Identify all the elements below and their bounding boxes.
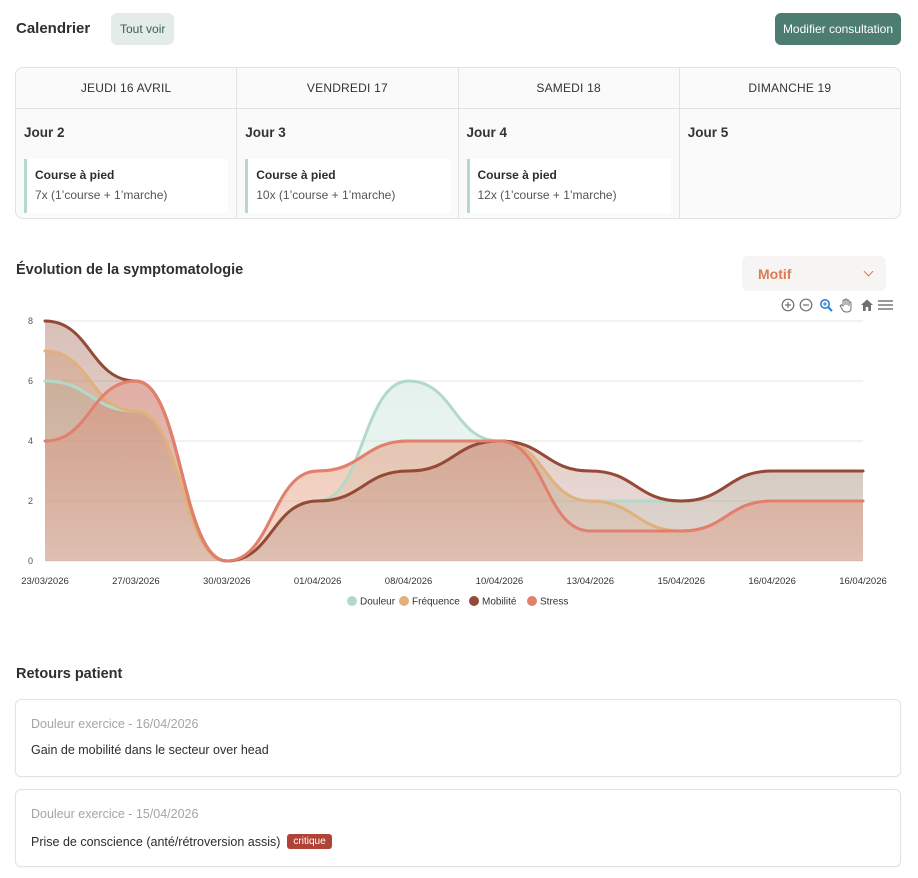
zoom-selection-icon[interactable] <box>818 297 834 313</box>
feedback-date: Douleur exercice - 16/04/2026 <box>31 717 199 731</box>
session-card[interactable]: Course à pied 12x (1’course + 1’marche) <box>466 159 671 213</box>
session-title: Course à pied <box>35 168 115 182</box>
legend-label: Stress <box>540 597 568 608</box>
legend-marker <box>399 596 409 606</box>
chevron-down-icon <box>863 266 874 277</box>
legend-label: Mobilité <box>482 597 517 608</box>
session-title: Course à pied <box>256 168 336 182</box>
symptoms-title: Évolution de la symptomatologie <box>16 262 244 278</box>
feedback-text: Gain de mobilité dans le secteur over he… <box>31 743 269 757</box>
feedback-title: Retours patient <box>16 666 123 682</box>
day-header: VENDREDI 17 <box>237 68 458 109</box>
y-tick-label: 6 <box>28 376 33 386</box>
series-line <box>43 379 865 563</box>
pan-hand-icon[interactable] <box>838 297 854 313</box>
zoom-in-icon[interactable] <box>780 297 796 313</box>
y-tick-label: 8 <box>28 316 33 326</box>
symptoms-chart: 0 2 4 6 8 23/03/2026 27/03/2026 30/03/2026 01/04… <box>21 316 887 608</box>
feedback-card[interactable]: Douleur exercice - 16/04/2026 Gain de mo… <box>15 699 901 777</box>
session-detail: 10x (1’course + 1’marche) <box>256 188 396 202</box>
day-label: Jour 3 <box>245 125 286 140</box>
see-all-button[interactable]: Tout voir <box>111 13 175 45</box>
day-column[interactable]: VENDREDI 17 Jour 3 Course à pied 10x (1’… <box>237 68 459 218</box>
x-tick-label: 30/03/2026 <box>203 576 251 587</box>
x-tick-label: 08/04/2026 <box>385 576 433 587</box>
day-header: SAMEDI 18 <box>458 68 679 109</box>
legend-marker <box>469 596 479 606</box>
day-column[interactable]: DIMANCHE 19 Jour 5 <box>679 68 900 218</box>
day-column[interactable]: SAMEDI 18 Jour 4 Course à pied 12x (1’co… <box>458 68 680 218</box>
calendar-header: Calendrier Tout voir Modifier consultati… <box>15 13 901 45</box>
x-tick-label: 10/04/2026 <box>476 576 524 587</box>
day-label: Jour 5 <box>687 125 729 140</box>
session-title: Course à pied <box>477 168 557 182</box>
x-tick-label: 13/04/2026 <box>567 576 615 587</box>
x-tick-label: 01/04/2026 <box>294 576 342 587</box>
x-tick-label: 23/03/2026 <box>21 576 69 587</box>
chart-toolbar <box>780 297 895 315</box>
session-card[interactable]: Course à pied 10x (1’course + 1’marche) <box>245 159 450 213</box>
feedback-card[interactable]: Douleur exercice - 15/04/2026 Prise de c… <box>15 789 901 867</box>
legend-label: Douleur <box>360 597 396 608</box>
y-tick-label: 0 <box>28 556 33 566</box>
day-column[interactable]: JEUDI 16 AVRIL Jour 2 Course à pied 7x (… <box>16 68 238 218</box>
page-title: Calendrier <box>16 20 91 37</box>
x-tick-label: 16/04/2026 <box>839 576 887 587</box>
day-label: Jour 4 <box>466 125 508 140</box>
legend-marker <box>347 596 357 606</box>
y-tick-label: 2 <box>28 496 33 506</box>
feedback-text: Prise de conscience (anté/rétroversion a… <box>31 834 281 849</box>
feedback-text-row: Prise de conscience (anté/rétroversion a… <box>31 834 332 849</box>
zoom-out-icon[interactable] <box>798 297 814 313</box>
session-detail: 12x (1’course + 1’marche) <box>477 188 617 202</box>
calendar-grid: JEUDI 16 AVRIL Jour 2 Course à pied 7x (… <box>15 67 901 219</box>
day-label: Jour 2 <box>24 125 65 140</box>
x-tick-label: 27/03/2026 <box>112 576 160 587</box>
session-detail: 7x (1’course + 1’marche) <box>35 188 168 202</box>
reset-home-icon[interactable] <box>859 297 875 313</box>
y-tick-label: 4 <box>28 436 33 446</box>
series-area <box>45 381 863 561</box>
legend-marker <box>527 596 537 606</box>
x-tick-label: 16/04/2026 <box>748 576 796 587</box>
edit-consultation-button[interactable]: Modifier consultation <box>774 13 901 45</box>
critical-badge: critique <box>287 834 332 849</box>
legend-label: Fréquence <box>412 597 460 608</box>
day-header: DIMANCHE 19 <box>679 68 900 109</box>
session-card[interactable]: Course à pied 7x (1’course + 1’marche) <box>24 159 229 213</box>
x-tick-label: 15/04/2026 <box>657 576 705 587</box>
motif-select[interactable]: Motif <box>742 256 886 291</box>
feedback-date: Douleur exercice - 15/04/2026 <box>31 807 199 821</box>
day-header: JEUDI 16 AVRIL <box>16 68 237 109</box>
menu-icon[interactable] <box>877 297 893 313</box>
motif-select-label: Motif <box>758 265 792 282</box>
